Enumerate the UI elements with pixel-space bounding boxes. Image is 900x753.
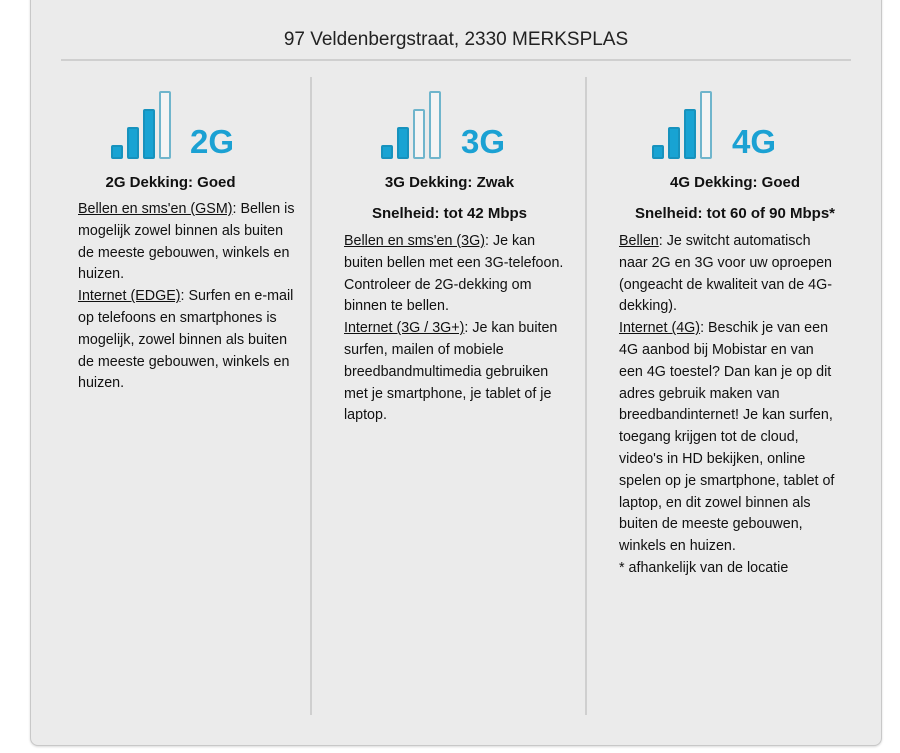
signal-bar-filled [684,109,696,159]
coverage-description: Bellen en sms'en (GSM): Bellen is mogeli… [78,199,300,395]
coverage-column-4g: 4G 4G Dekking: Goed Snelheid: tot 60 of … [585,77,883,715]
signal-bars-icon: 3G [312,91,587,159]
signal-bar-filled [381,145,393,159]
coverage-description: Bellen en sms'en (3G): Je kan buiten bel… [344,231,572,427]
coverage-title: 3G Dekking: Zwak [384,174,515,191]
section-text: : Je switcht automatisch naar 2G en 3G v… [619,233,833,315]
signal-bar-filled [652,145,664,159]
address-heading: 97 Veldenbergstraat, 2330 MERKSPLAS [283,29,629,50]
signal-bar-empty [413,109,425,159]
generation-label: 4G [732,123,777,160]
coverage-column-2g: 2G 2G Dekking: Goed Bellen en sms'en (GS… [31,77,310,715]
section-label: Bellen en sms'en (GSM) [78,201,233,217]
speed-label: Snelheid: tot 42 Mbps [371,205,527,222]
coverage-title: 2G Dekking: Goed [105,174,236,191]
section-text: : Bellen is mogelijk zowel binnen als bu… [78,201,295,283]
signal-bar-filled [143,109,155,159]
coverage-column-3g: 3G 3G Dekking: Zwak Snelheid: tot 42 Mbp… [310,77,587,715]
coverage-title: 4G Dekking: Goed [669,174,801,191]
section-label: Internet (EDGE) [78,288,181,305]
section-text: : Je kan buiten surfen, mailen of mobiel… [344,320,558,424]
generation-label: 2G [190,123,235,160]
signal-bar-filled [397,127,409,159]
signal-bar-filled [127,127,139,159]
signal-bar-empty [429,91,441,159]
signal-bar-empty [159,91,171,159]
generation-label: 3G [461,123,506,160]
signal-bar-empty [700,91,712,159]
signal-bars-icon: 2G [31,91,310,159]
signal-bar-filled [668,127,680,159]
signal-bars-icon: 4G [587,91,883,159]
section-label: Internet (3G / 3G+) [344,320,465,337]
section-label: Internet (4G) [619,320,701,337]
speed-label: Snelheid: tot 60 of 90 Mbps* [634,205,836,222]
section-text: : Beschik je van een 4G aanbod bij Mobis… [619,320,835,555]
signal-bar-filled [111,145,123,159]
section-label: Bellen [619,233,659,249]
section-text: : Surfen en e-mail op telefoons en smart… [78,288,294,392]
coverage-description: Bellen: Je switcht automatisch naar 2G e… [619,231,841,580]
coverage-panel: 97 Veldenbergstraat, 2330 MERKSPLAS 2G 2… [30,0,882,746]
section-text: : Je kan buiten bellen met een 3G-telefo… [344,233,564,315]
footnote: * afhankelijk van de locatie [619,559,789,576]
section-label: Bellen en sms'en (3G) [344,233,485,249]
divider [61,59,851,61]
